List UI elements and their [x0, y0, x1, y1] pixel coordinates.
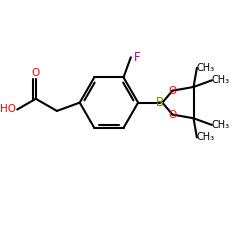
- Text: HO: HO: [0, 104, 16, 115]
- Text: CH₃: CH₃: [212, 120, 230, 130]
- Text: CH₃: CH₃: [196, 132, 215, 142]
- Text: F: F: [134, 51, 141, 64]
- Text: O: O: [168, 86, 176, 96]
- Text: O: O: [168, 110, 176, 120]
- Text: CH₃: CH₃: [196, 63, 215, 73]
- Text: O: O: [32, 68, 40, 78]
- Text: CH₃: CH₃: [212, 75, 230, 85]
- Text: B: B: [156, 96, 164, 109]
